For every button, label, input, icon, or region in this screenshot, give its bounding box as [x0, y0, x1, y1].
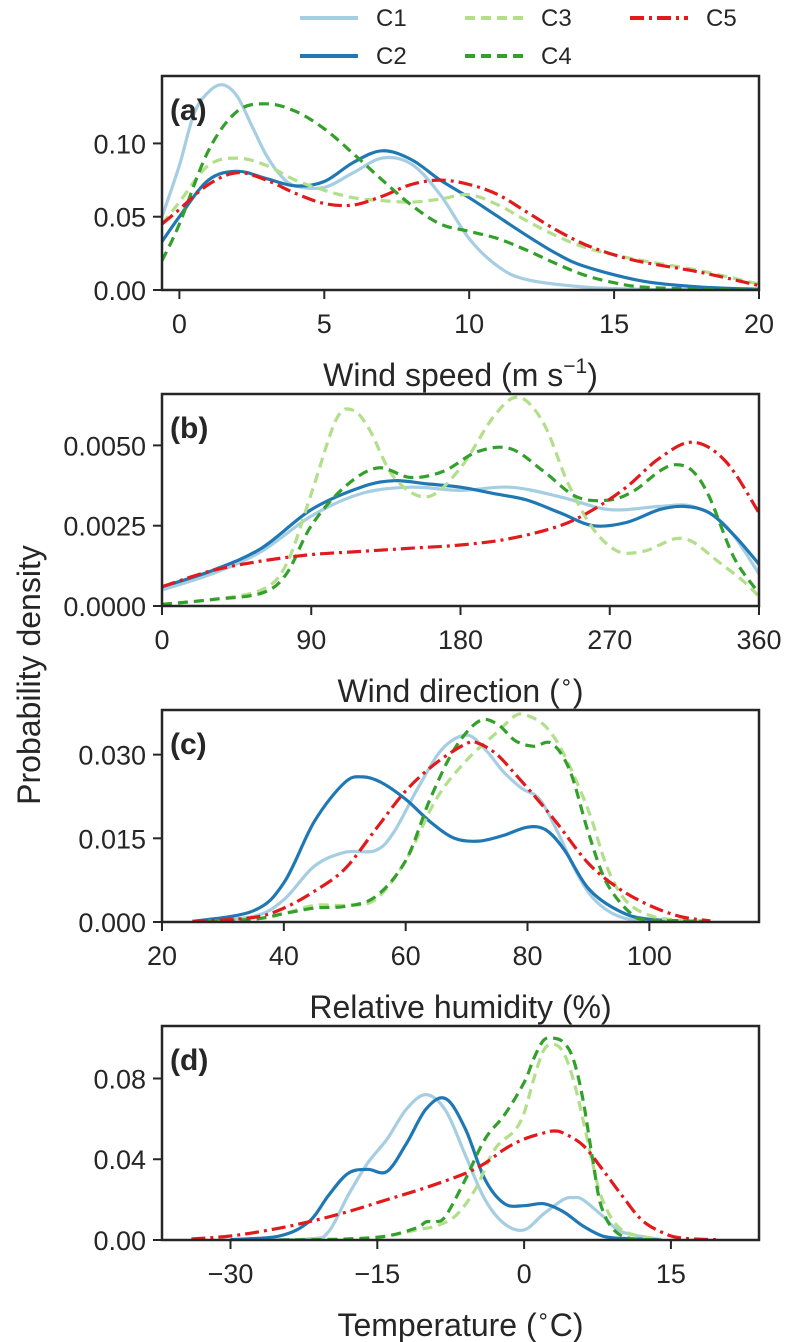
axes-frame	[160, 74, 761, 292]
series-line-c2	[162, 479, 759, 589]
y-tick-label: 0.08	[93, 1064, 146, 1094]
x-tick-label: 20	[744, 309, 774, 339]
x-tick-label: 100	[627, 941, 672, 971]
y-tick-label: 0.10	[93, 129, 146, 159]
series-line-c1	[192, 733, 711, 922]
axes-frame	[160, 392, 761, 608]
x-axis-label: Wind direction (∘)	[337, 671, 583, 709]
panel-label: (b)	[170, 412, 208, 445]
x-tick-label: 0	[517, 1259, 532, 1289]
panel-d: −30 −15 0 15 0.00 0.04 0.08 (d) Temperature (∘C)	[93, 1024, 761, 1342]
series-line-c4	[279, 1036, 662, 1240]
series-line-c5	[191, 1129, 720, 1240]
series-line-c4	[192, 717, 711, 922]
series-line-c4	[162, 102, 759, 290]
legend-entry-c4: C4	[465, 43, 572, 70]
series-line-c2	[230, 1096, 662, 1240]
x-tick-label: 15	[656, 1259, 686, 1289]
y-tick-label: 0.000	[78, 908, 146, 938]
legend: C1 C2 C3 C4 C5	[300, 5, 737, 70]
x-tick-label: 40	[269, 941, 299, 971]
legend-label: C5	[706, 5, 737, 32]
axes-frame	[160, 708, 761, 924]
axes-frame	[160, 1024, 761, 1242]
series-line-c2	[192, 775, 711, 922]
series-line-c5	[192, 739, 711, 922]
series-line-c5	[162, 440, 759, 589]
panel-label: (d)	[170, 1044, 208, 1077]
panels: 0 5 10 15 20 0.00 0.05 0.10 (a) Wind speed (m s−1…	[63, 74, 782, 1342]
x-tick-label: 180	[438, 625, 483, 655]
series-line-c1	[162, 485, 759, 592]
x-tick-label: 60	[391, 941, 421, 971]
legend-label: C4	[541, 43, 572, 70]
x-tick-label: 80	[512, 941, 542, 971]
panel-label: (c)	[170, 728, 207, 761]
y-tick-label: 0.015	[78, 824, 146, 854]
y-tick-label: 0.05	[93, 203, 146, 233]
legend-entry-c3: C3	[465, 5, 572, 32]
series-line-c3	[279, 1042, 662, 1240]
x-tick-label: −15	[354, 1259, 400, 1289]
x-tick-label: 20	[147, 941, 177, 971]
x-tick-label: 0	[154, 625, 169, 655]
y-tick-label: 0.00	[93, 1226, 146, 1256]
series-line-c1	[162, 83, 759, 290]
series-line-c3	[162, 395, 759, 606]
x-axis-label: Temperature (∘C)	[337, 1305, 583, 1342]
series-line-c1	[230, 1093, 662, 1240]
x-axis-label: Relative humidity (%)	[309, 989, 611, 1025]
series-line-c3	[192, 712, 711, 922]
y-tick-label: 0.030	[78, 741, 146, 771]
x-tick-label: 10	[454, 309, 484, 339]
x-tick-label: 0	[172, 309, 187, 339]
x-tick-label: 270	[587, 625, 632, 655]
series-line-c2	[162, 149, 759, 290]
series-line-c4	[162, 445, 759, 606]
y-tick-label: 0.0025	[63, 512, 146, 542]
y-tick-label: 0.0000	[63, 592, 146, 622]
x-axis-label: Wind speed (m s−1)	[323, 355, 598, 393]
legend-label: C1	[376, 5, 407, 32]
legend-label: C3	[541, 5, 572, 32]
x-tick-label: −30	[208, 1259, 254, 1289]
panel-c: 20 40 60 80 100 0.000 0.015 0.030 (c) Relative hu…	[78, 708, 761, 1025]
legend-entry-c5: C5	[630, 5, 737, 32]
x-tick-label: 90	[296, 625, 326, 655]
y-tick-label: 0.0050	[63, 431, 146, 461]
panel-label: (a)	[170, 94, 207, 127]
x-tick-label: 15	[599, 309, 629, 339]
panel-b: 0 90 180 270 360 0.0000 0.0025 0.0050 (b) Wind di…	[63, 392, 782, 709]
y-tick-label: 0.00	[93, 276, 146, 306]
x-tick-label: 360	[736, 625, 781, 655]
legend-label: C2	[376, 43, 407, 70]
y-tick-label: 0.04	[93, 1145, 146, 1175]
legend-entry-c2: C2	[300, 43, 407, 70]
y-axis-label: Probability density	[11, 545, 47, 805]
series-line-c5	[162, 171, 759, 288]
panel-a: 0 5 10 15 20 0.00 0.05 0.10 (a) Wind speed (m s−1…	[93, 74, 774, 393]
legend-entry-c1: C1	[300, 5, 407, 32]
x-tick-label: 5	[317, 309, 332, 339]
